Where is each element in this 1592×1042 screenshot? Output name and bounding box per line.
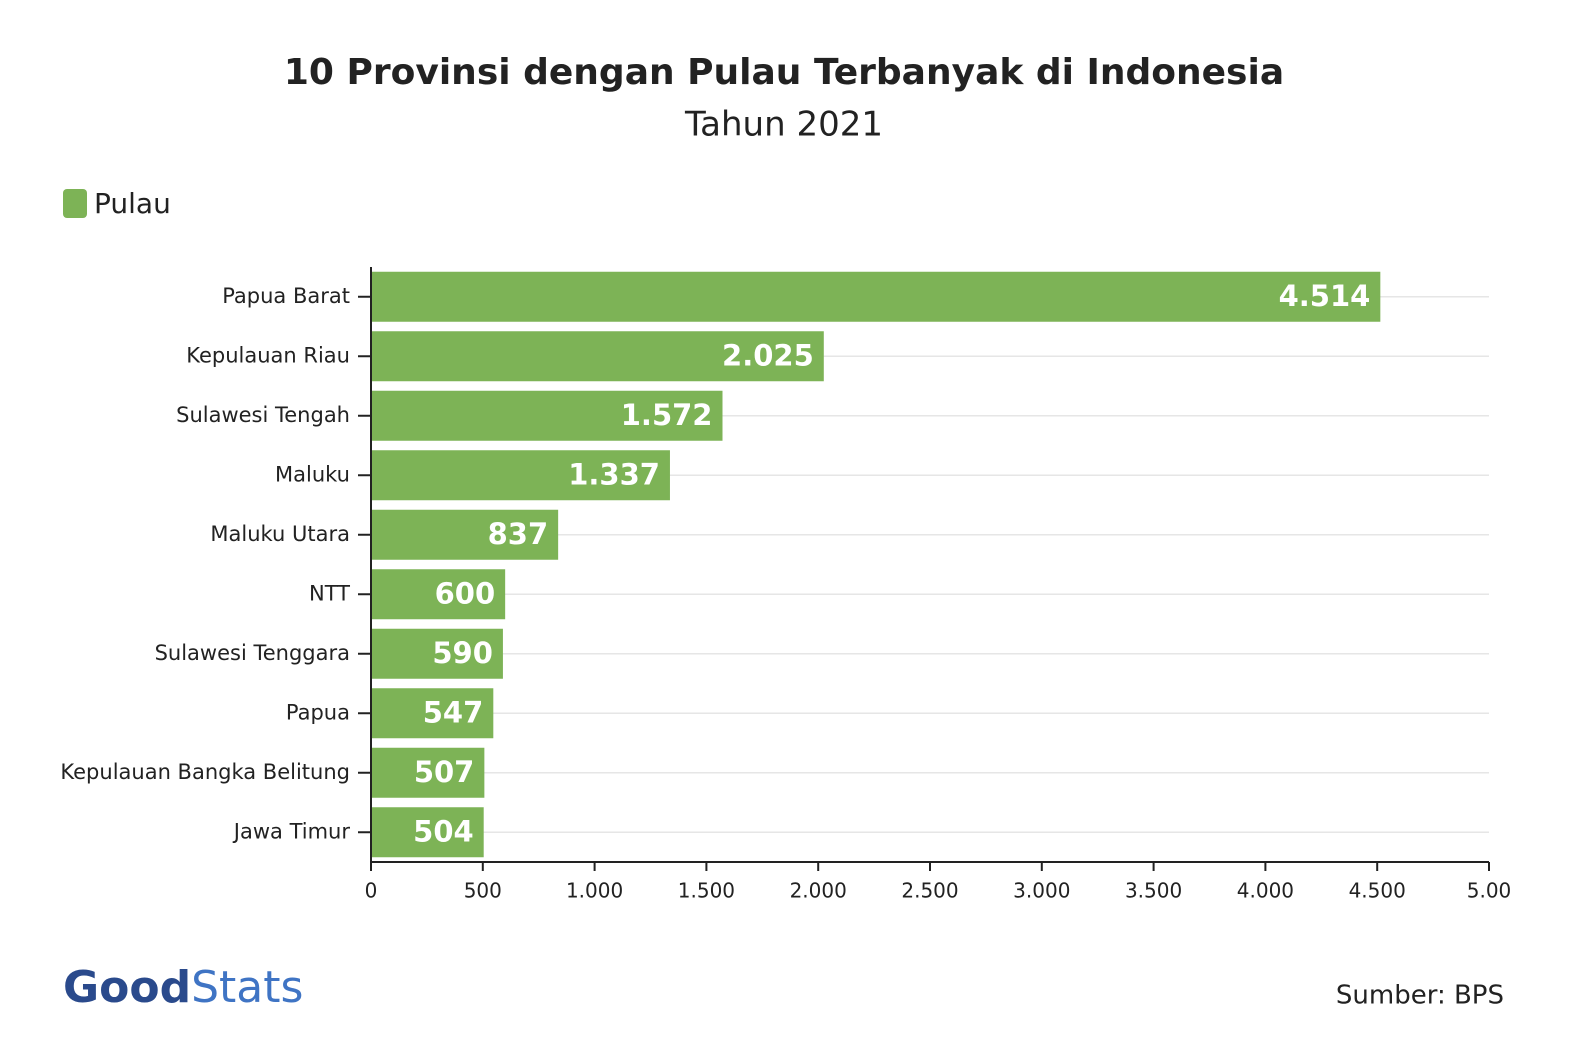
value-label: 1.337 (568, 457, 660, 491)
x-tick-label: 3.500 (1125, 879, 1182, 903)
bar (371, 747, 485, 798)
y-tick-label: Maluku Utara (210, 522, 350, 546)
legend-swatch (63, 189, 87, 218)
bar (371, 569, 506, 620)
value-label: 2.025 (722, 338, 814, 372)
x-tick-label: 500 (464, 879, 502, 903)
x-tick-label: 2.500 (901, 879, 958, 903)
y-tick-label: Papua (286, 700, 350, 724)
logo-bold: Good (63, 962, 191, 1013)
x-tick-label: 1.500 (678, 879, 735, 903)
x-tick-label: 1.000 (566, 879, 623, 903)
bar (371, 450, 670, 501)
x-tick-label: 4.000 (1237, 879, 1294, 903)
value-label: 504 (413, 814, 474, 848)
value-label: 4.514 (1279, 279, 1371, 313)
y-tick-label: Sulawesi Tengah (176, 403, 350, 427)
legend-label: Pulau (94, 187, 171, 220)
x-tick-label: 3.000 (1013, 879, 1070, 903)
y-tick-label: Kepulauan Riau (186, 343, 350, 367)
x-tick-label: 0 (365, 879, 378, 903)
x-tick-label: 4.500 (1349, 879, 1406, 903)
chart-title: 10 Provinsi dengan Pulau Terbanyak di In… (284, 52, 1284, 93)
y-tick-label: NTT (309, 581, 350, 605)
value-label: 507 (414, 755, 475, 789)
value-label: 600 (435, 576, 496, 610)
value-label: 590 (432, 636, 493, 670)
chart-subtitle: Tahun 2021 (684, 105, 883, 145)
y-tick-label: Jawa Timur (232, 819, 351, 843)
value-label: 1.572 (621, 398, 713, 432)
bar (371, 688, 494, 739)
y-tick-label: Kepulauan Bangka Belitung (60, 760, 350, 784)
logo-light: Stats (191, 962, 303, 1013)
value-label: 837 (488, 517, 549, 551)
value-label: 547 (423, 695, 484, 729)
source: Sumber: BPS (1336, 981, 1504, 1011)
bar (371, 628, 503, 679)
bar (371, 509, 559, 560)
bar (371, 390, 723, 441)
y-tick-label: Maluku (275, 462, 350, 486)
x-tick-label: 5.00 (1467, 879, 1512, 903)
bar (371, 807, 484, 858)
logo: GoodStats (63, 962, 303, 1013)
y-tick-label: Papua Barat (222, 284, 350, 308)
x-tick-label: 2.000 (790, 879, 847, 903)
y-tick-label: Sulawesi Tenggara (155, 641, 350, 665)
bar (371, 331, 824, 382)
bar (371, 271, 1381, 322)
